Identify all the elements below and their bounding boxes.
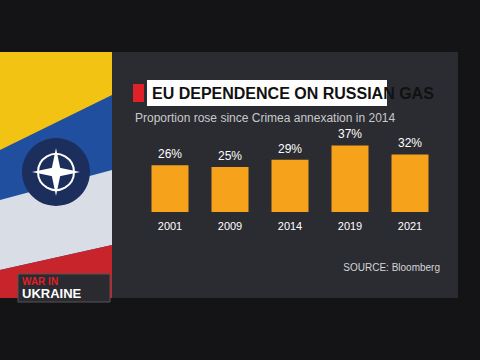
svg-text:2001: 2001 — [158, 220, 182, 232]
svg-text:EU DEPENDENCE ON RUSSIAN GAS: EU DEPENDENCE ON RUSSIAN GAS — [152, 85, 434, 102]
svg-text:26%: 26% — [158, 147, 182, 161]
svg-text:32%: 32% — [398, 136, 422, 150]
svg-text:SOURCE: Bloomberg: SOURCE: Bloomberg — [343, 262, 440, 273]
svg-text:UKRAINE: UKRAINE — [22, 286, 82, 301]
svg-text:2019: 2019 — [338, 220, 362, 232]
svg-text:29%: 29% — [278, 142, 302, 156]
svg-text:2009: 2009 — [218, 220, 242, 232]
svg-text:Proportion rose since Crimea a: Proportion rose since Crimea annexation … — [135, 111, 395, 125]
svg-text:2021: 2021 — [398, 220, 422, 232]
svg-text:2014: 2014 — [278, 220, 302, 232]
svg-text:25%: 25% — [218, 149, 242, 163]
svg-text:WAR IN: WAR IN — [22, 276, 58, 287]
svg-text:37%: 37% — [338, 127, 362, 141]
